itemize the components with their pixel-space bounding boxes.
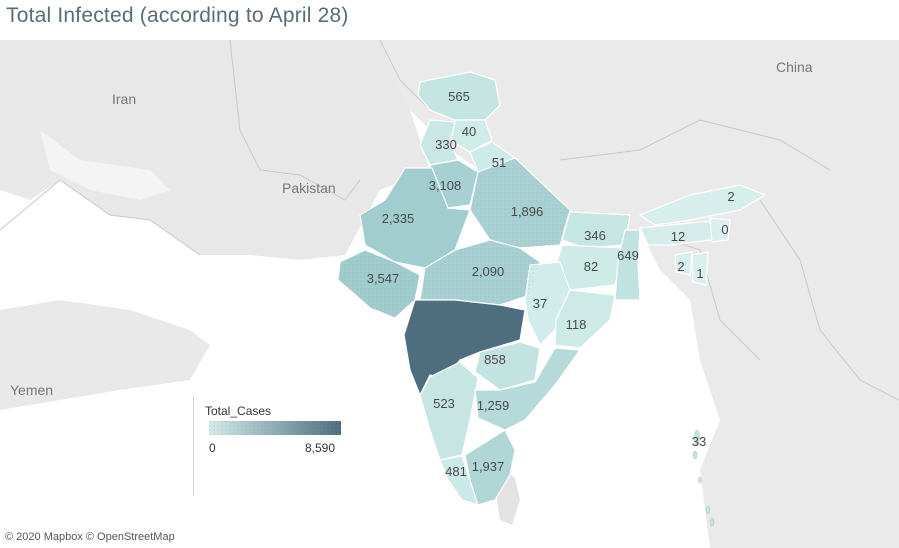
value-label: 51 <box>492 155 506 170</box>
value-label: 565 <box>448 89 470 104</box>
state-andhra-pradesh[interactable] <box>474 347 582 431</box>
value-label: 2,335 <box>382 211 415 226</box>
value-label: 118 <box>566 317 587 332</box>
value-label: 330 <box>435 137 457 152</box>
country-label-china: China <box>776 59 813 75</box>
value-label: 858 <box>484 352 506 367</box>
map-view[interactable]: Iran Pakistan China Yemen 565 40 330 51 … <box>0 40 899 548</box>
value-label: 82 <box>584 259 598 274</box>
legend-color-ramp <box>209 421 341 435</box>
value-label: 0 <box>721 222 728 237</box>
map-svg[interactable]: Iran Pakistan China Yemen 565 40 330 51 … <box>0 40 899 548</box>
land-northeast <box>0 40 899 548</box>
value-label: 40 <box>462 124 476 139</box>
state-odisha[interactable] <box>554 289 616 349</box>
land-arabia <box>0 300 210 410</box>
value-label: 1,896 <box>511 204 544 219</box>
value-label: 3,547 <box>367 271 400 286</box>
country-label-iran: Iran <box>112 91 136 107</box>
value-label: 1,259 <box>477 398 510 413</box>
andaman-islands[interactable] <box>692 429 715 527</box>
value-label: 346 <box>584 228 606 243</box>
legend-max-label: 8,590 <box>305 441 336 455</box>
value-label: 2,090 <box>472 264 505 279</box>
value-label: 12 <box>671 229 685 244</box>
state-mizoram[interactable] <box>691 251 709 286</box>
land-west <box>0 40 430 260</box>
value-label: 3,108 <box>429 178 462 193</box>
legend-min-label: 0 <box>209 441 216 455</box>
map-attribution[interactable]: © 2020 Mapbox © OpenStreetMap <box>5 531 175 543</box>
state-telangana[interactable] <box>474 341 541 391</box>
value-label: 1,937 <box>472 459 505 474</box>
country-label-pakistan: Pakistan <box>282 180 336 196</box>
value-label: 2 <box>677 259 684 274</box>
state-tripura[interactable] <box>674 251 693 276</box>
state-chhattisgarh[interactable] <box>524 261 571 347</box>
state-arunachal-pradesh[interactable] <box>638 184 767 226</box>
legend-title: Total_Cases <box>205 404 272 418</box>
value-label: 33 <box>692 434 706 449</box>
state-tamil-nadu[interactable] <box>464 429 516 506</box>
value-label: 649 <box>617 248 639 263</box>
state-nagaland[interactable] <box>709 217 731 243</box>
value-label: 1 <box>696 266 703 281</box>
state-west-bengal[interactable] <box>614 229 641 301</box>
value-label: 523 <box>433 396 455 411</box>
legend-divider <box>193 396 194 496</box>
value-label: 481 <box>445 464 467 479</box>
value-label: 2 <box>727 189 734 204</box>
gulf-water <box>40 130 170 200</box>
page-title: Total Infected (according to April 28) <box>6 4 349 27</box>
stipple-overlay <box>338 158 570 318</box>
country-label-yemen: Yemen <box>10 382 53 398</box>
state-karnataka[interactable] <box>419 361 479 461</box>
value-label: 37 <box>533 296 547 311</box>
state-assam[interactable] <box>639 219 732 246</box>
